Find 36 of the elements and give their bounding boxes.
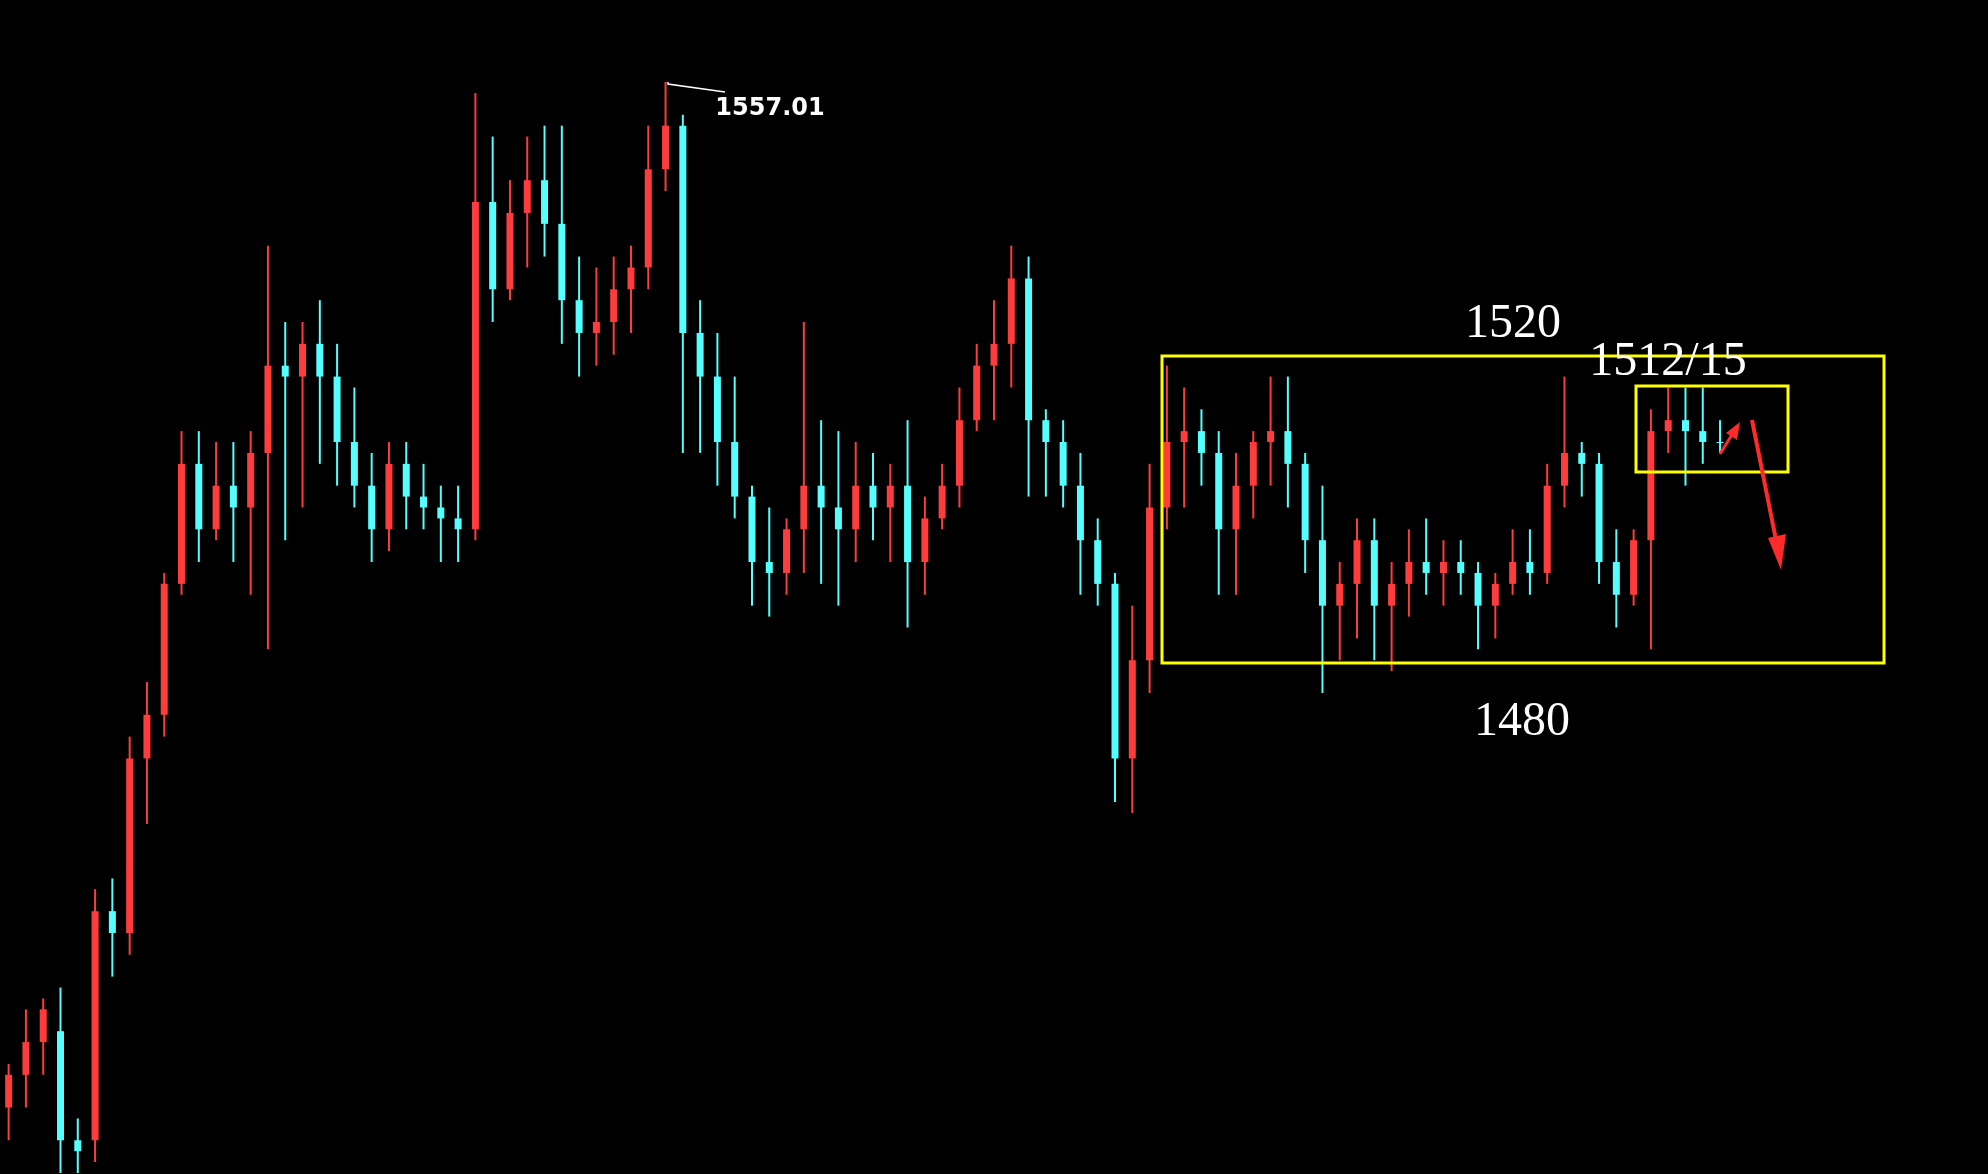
candlestick <box>1439 539 1447 607</box>
candlestick <box>454 484 462 564</box>
candlestick <box>74 1117 82 1174</box>
candlestick <box>1180 386 1188 509</box>
candlestick <box>229 441 237 564</box>
candlestick <box>437 484 445 564</box>
candlestick <box>1388 561 1396 673</box>
candlestick <box>1457 539 1465 596</box>
candlestick <box>765 506 773 618</box>
annotation: 1480 <box>1474 690 1570 746</box>
annotation: 1557.01 <box>715 93 825 121</box>
candlestick <box>1716 419 1724 454</box>
candlestick <box>1699 386 1707 465</box>
candlestick <box>990 299 998 422</box>
candlestick <box>1422 517 1430 596</box>
candlestick <box>281 321 289 542</box>
annotation: 1520 <box>1465 292 1561 348</box>
candlestick <box>869 451 877 542</box>
candlestick <box>1405 528 1413 618</box>
candlestick <box>886 462 894 564</box>
candlestick <box>592 266 600 367</box>
candlestick <box>1491 571 1499 640</box>
candlestick <box>834 430 842 607</box>
candlestick <box>1578 441 1586 498</box>
candlestick <box>1042 408 1050 498</box>
candlestick <box>1681 386 1689 487</box>
candlestick <box>1664 386 1672 454</box>
candlestick <box>817 419 825 585</box>
candlestick <box>108 877 116 978</box>
candlestick <box>420 462 428 531</box>
candlestick <box>1267 375 1275 487</box>
candlestick <box>627 244 635 334</box>
candlestick <box>1336 561 1344 662</box>
candlestick <box>1197 408 1205 487</box>
candlestick <box>1526 528 1534 596</box>
candlestick <box>1509 528 1517 596</box>
